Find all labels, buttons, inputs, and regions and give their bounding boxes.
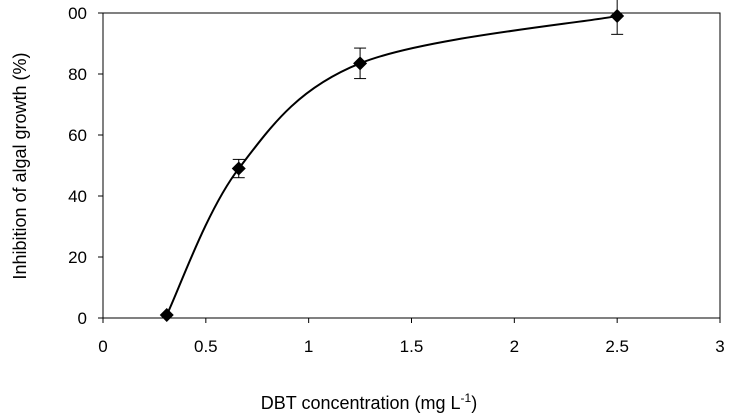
plot-area-frame <box>102 12 721 319</box>
x-axis-ticks: 0 0.5 1 1.5 2 2.5 3 <box>98 318 725 356</box>
series-curve <box>165 15 618 316</box>
x-tick-label: 0.5 <box>194 337 218 356</box>
data-point <box>159 307 174 322</box>
x-tick-label: 1.5 <box>400 337 424 356</box>
x-axis-title-end: ) <box>471 393 477 413</box>
x-tick-label: 0 <box>98 337 107 356</box>
y-tick-label: 40 <box>68 187 87 206</box>
error-bars <box>232 0 624 179</box>
y-tick-label: 0 <box>78 309 87 328</box>
x-tick-label: 2.5 <box>605 337 629 356</box>
y-tick-label: 80 <box>68 65 87 84</box>
x-tick-label: 1 <box>304 337 313 356</box>
data-markers <box>159 9 625 322</box>
data-point <box>353 56 368 71</box>
data-point <box>610 9 625 24</box>
x-axis-title: DBT concentration (mg L-1) <box>261 391 477 413</box>
data-point <box>231 161 246 176</box>
x-axis-title-superscript: -1 <box>461 391 472 405</box>
x-tick-label: 3 <box>715 337 724 356</box>
y-tick-label: 60 <box>68 126 87 145</box>
y-tick-label: 20 <box>68 248 87 267</box>
y-axis-ticks: 0 20 40 60 80 00 <box>68 4 103 328</box>
y-tick-label: 00 <box>68 4 87 23</box>
y-axis-title: Inhibition of algal growth (%) <box>10 52 30 279</box>
x-axis-title-main: DBT concentration (mg L <box>261 393 461 413</box>
x-tick-label: 2 <box>510 337 519 356</box>
